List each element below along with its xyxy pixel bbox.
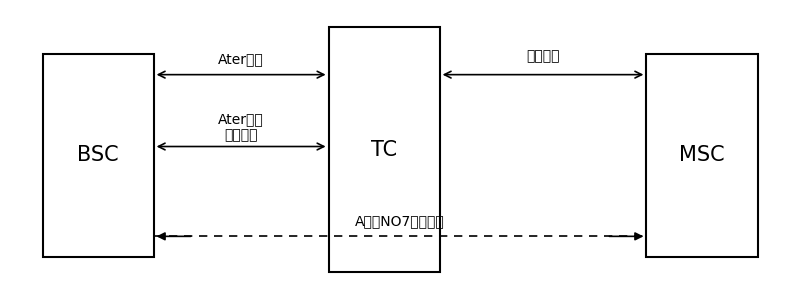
Text: MSC: MSC: [679, 145, 725, 166]
Text: Ater接口
信令链路: Ater接口 信令链路: [218, 112, 264, 142]
Text: A接口NO7信令链路: A接口NO7信令链路: [355, 214, 445, 228]
Bar: [329, 27, 440, 272]
Text: TC: TC: [371, 139, 397, 160]
Text: BSC: BSC: [78, 145, 119, 166]
Bar: [646, 54, 758, 257]
Text: Ater电路: Ater电路: [218, 53, 264, 67]
Bar: [42, 54, 154, 257]
Text: 中继电路: 中继电路: [526, 50, 560, 64]
